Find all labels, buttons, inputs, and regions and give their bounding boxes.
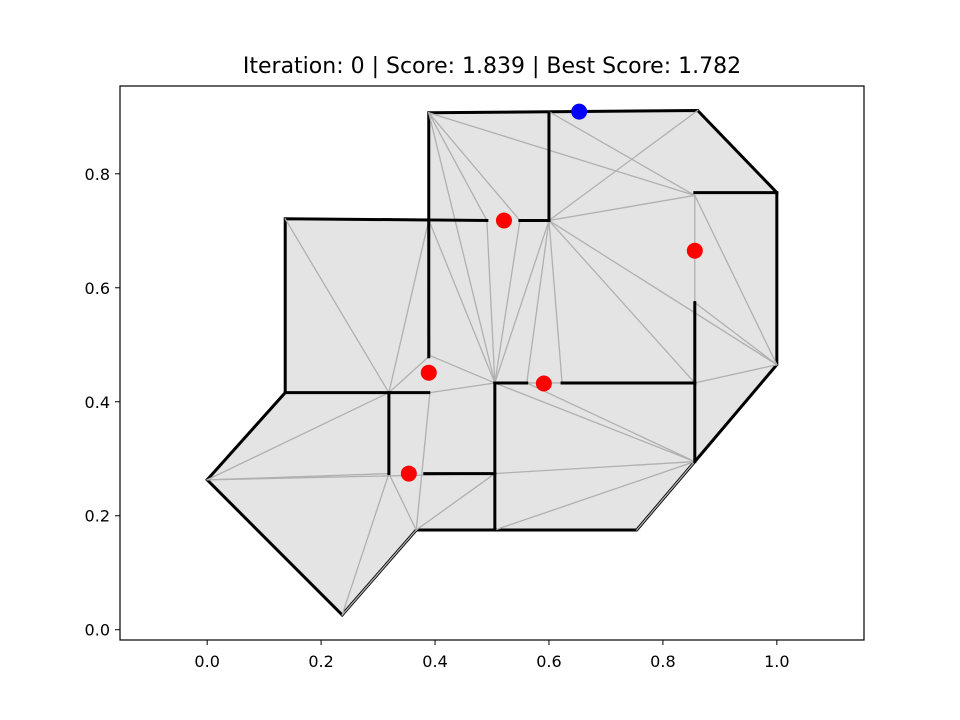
- mesh-edge: [494, 460, 696, 475]
- point: [495, 212, 512, 229]
- mesh-edge: [415, 472, 496, 531]
- chart-title: Iteration: 0 | Score: 1.839 | Best Score…: [243, 54, 741, 79]
- x-tick-label: 0.4: [422, 652, 447, 671]
- mesh-edge: [429, 382, 496, 394]
- x-tick-label: 1.0: [764, 652, 789, 671]
- mesh-edge: [548, 219, 696, 384]
- mesh-edge: [388, 219, 430, 394]
- x-tick-label: 0.2: [308, 652, 333, 671]
- y-tick-label: 0.2: [85, 507, 110, 526]
- mesh-edge: [526, 219, 550, 384]
- plot-frame: [119, 85, 865, 641]
- mesh-edge: [206, 391, 390, 481]
- mesh-edge: [548, 219, 778, 366]
- x-tick-label: 0.8: [650, 652, 675, 671]
- mesh-edge: [494, 219, 521, 384]
- mesh-edge: [427, 111, 696, 197]
- mesh-edge: [494, 219, 550, 384]
- point: [400, 465, 417, 482]
- floor-outline: [205, 109, 779, 618]
- mesh-edge: [694, 363, 778, 384]
- mesh-edge: [341, 472, 390, 616]
- point: [535, 375, 552, 392]
- x-tick-label: 0.0: [194, 652, 219, 671]
- mesh-edge: [415, 391, 431, 531]
- y-tick-label: 0.8: [85, 165, 110, 184]
- y-tick-label: 0.4: [85, 393, 110, 412]
- y-tick-label: 0.0: [85, 621, 110, 640]
- mesh-edge: [548, 109, 699, 222]
- mesh-edge: [548, 110, 696, 197]
- point: [686, 242, 703, 259]
- mesh-edge: [427, 112, 496, 384]
- mesh-edge: [494, 460, 696, 531]
- mesh-edge: [693, 194, 778, 366]
- mesh-edge: [548, 194, 696, 222]
- mesh-edge: [427, 111, 488, 222]
- mesh-edge: [388, 472, 418, 531]
- mesh-edge: [429, 354, 496, 384]
- mesh-edge: [548, 219, 563, 384]
- mesh-edge: [486, 219, 496, 384]
- mesh-edge: [387, 354, 431, 394]
- mesh-edge: [427, 111, 521, 222]
- wall: [427, 218, 489, 223]
- x-tick-label: 0.6: [536, 652, 561, 671]
- mesh-edge: [341, 529, 418, 616]
- point: [571, 103, 588, 120]
- mesh-edge: [635, 460, 696, 531]
- mesh-edge: [284, 217, 390, 394]
- mesh-edge: [693, 301, 778, 366]
- mesh-edge: [525, 382, 696, 463]
- point: [420, 364, 437, 381]
- y-tick-label: 0.6: [85, 279, 110, 298]
- mesh-edge: [494, 382, 696, 463]
- mesh-edge: [427, 219, 496, 384]
